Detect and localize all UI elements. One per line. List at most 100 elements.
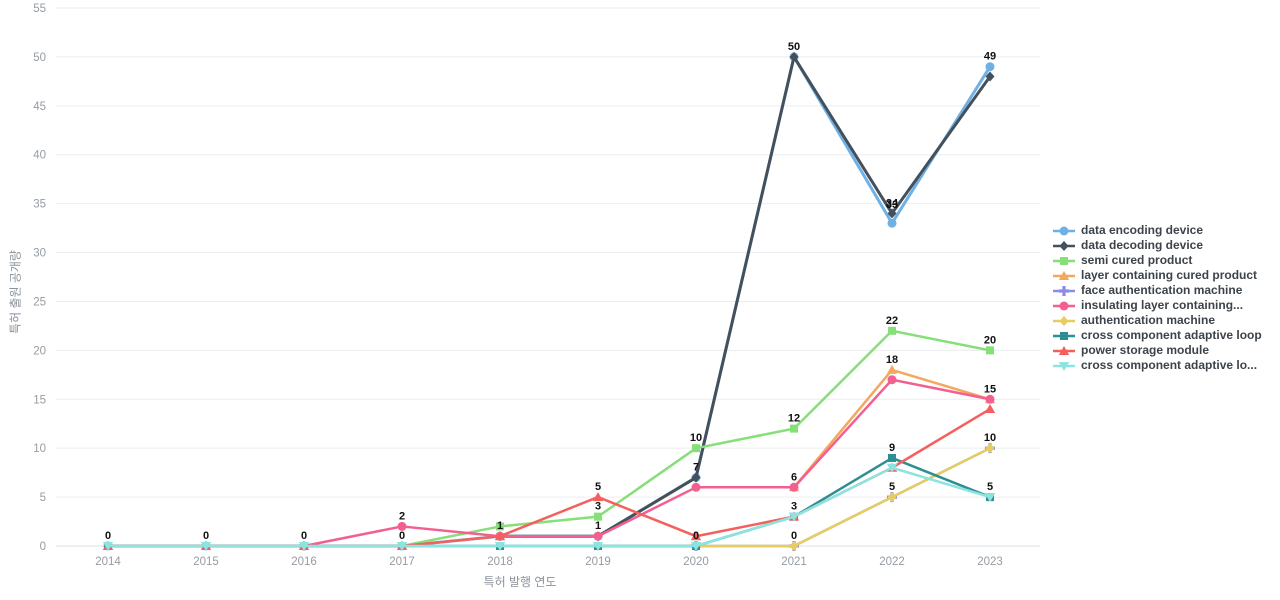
data-point-marker-circle[interactable]: [887, 375, 897, 385]
data-point-marker-triangle-down[interactable]: [690, 542, 702, 551]
data-point-marker-triangle-down[interactable]: [984, 493, 996, 503]
data-point-marker-circle[interactable]: [691, 482, 701, 492]
x-tick-label: 2019: [585, 556, 611, 568]
data-point-marker-square[interactable]: [1060, 256, 1068, 265]
y-tick-label: 5: [40, 492, 46, 504]
value-label: 5: [889, 481, 895, 493]
x-tick-label: 2018: [487, 556, 513, 568]
legend-item-0[interactable]: data encoding device: [1052, 223, 1262, 238]
legend-marker-circle-icon: [1053, 226, 1075, 235]
series-line[interactable]: [302, 378, 992, 548]
data-point-marker-circle[interactable]: [985, 394, 995, 404]
series-line[interactable]: [106, 456, 992, 548]
y-tick-label: 10: [33, 443, 46, 455]
value-label: 1: [497, 520, 503, 532]
data-point-marker-triangle-down[interactable]: [102, 542, 114, 551]
value-label: 5: [987, 481, 993, 493]
data-point-marker-square[interactable]: [888, 453, 896, 462]
data-point-marker-triangle-down[interactable]: [298, 542, 310, 551]
data-point-marker-diamond[interactable]: [1059, 240, 1069, 251]
data-point-marker-square[interactable]: [986, 346, 994, 355]
data-point-marker-cross[interactable]: [1059, 285, 1069, 296]
legend-item-9[interactable]: cross component adaptive lo...: [1052, 358, 1262, 373]
data-point-marker-triangle-up[interactable]: [886, 364, 898, 374]
data-point-marker-square[interactable]: [1060, 331, 1068, 340]
legend-marker-circle-icon: [1053, 301, 1075, 310]
data-point-marker-triangle-down[interactable]: [886, 463, 898, 473]
value-label: 0: [693, 530, 699, 542]
data-point-marker-diamond[interactable]: [691, 472, 701, 483]
data-point-marker-diamond[interactable]: [789, 51, 799, 62]
legend-item-1[interactable]: data decoding device: [1052, 238, 1262, 253]
data-point-marker-triangle-down[interactable]: [1058, 361, 1070, 371]
data-point-marker-circle[interactable]: [593, 531, 603, 541]
data-point-marker-diamond[interactable]: [985, 71, 995, 82]
data-point-marker-circle[interactable]: [985, 62, 995, 72]
legend-label: face authentication machine: [1081, 283, 1243, 297]
data-point-marker-square[interactable]: [594, 512, 602, 521]
y-tick-label: 35: [33, 199, 46, 211]
legend-marker-triangle-up-icon: [1053, 345, 1075, 355]
data-point-marker-triangle-up[interactable]: [1058, 345, 1070, 355]
data-point-marker-triangle-down[interactable]: [494, 542, 506, 551]
value-label: 0: [399, 530, 405, 542]
data-point-marker-square[interactable]: [692, 444, 700, 453]
legend-label: cross component adaptive lo...: [1081, 358, 1258, 372]
legend-marker-cross-icon: [1053, 285, 1075, 296]
x-tick-label: 2015: [193, 556, 219, 568]
data-point-marker-circle[interactable]: [789, 482, 799, 492]
data-point-marker-triangle-down[interactable]: [788, 512, 800, 522]
value-label: 33: [886, 199, 898, 211]
data-point-marker-triangle-up[interactable]: [592, 492, 604, 502]
data-point-marker-diamond[interactable]: [887, 208, 897, 219]
y-tick-label: 55: [33, 3, 46, 15]
value-label: 0: [301, 530, 307, 542]
series-line[interactable]: [498, 55, 992, 538]
data-point-marker-diamond[interactable]: [985, 443, 995, 454]
legend-marker-square-icon: [1053, 331, 1075, 340]
legend-label: semi cured product: [1081, 253, 1193, 267]
value-label: 12: [788, 413, 800, 425]
legend-item-8[interactable]: power storage module: [1052, 343, 1262, 358]
legend-item-3[interactable]: layer containing cured product: [1052, 268, 1262, 283]
legend-item-6[interactable]: authentication machine: [1052, 313, 1262, 328]
legend-item-5[interactable]: insulating layer containing...: [1052, 298, 1262, 313]
y-axis-title: 특허 출원 공개량: [8, 250, 23, 334]
value-label: 22: [886, 315, 898, 327]
data-point-marker-circle[interactable]: [1059, 301, 1069, 310]
value-label: 7: [693, 462, 699, 474]
data-point-marker-triangle-up[interactable]: [984, 404, 996, 414]
value-label: 5: [595, 481, 601, 493]
data-point-marker-square[interactable]: [790, 424, 798, 433]
y-tick-label: 25: [33, 296, 46, 308]
y-tick-label: 30: [33, 248, 46, 260]
legend-item-2[interactable]: semi cured product: [1052, 253, 1262, 268]
x-axis-title: 특허 발행 연도: [483, 575, 557, 589]
y-tick-label: 0: [40, 541, 46, 553]
data-point-marker-triangle-up[interactable]: [1058, 270, 1070, 280]
value-label: 10: [984, 432, 996, 444]
data-point-marker-circle[interactable]: [887, 218, 897, 228]
data-point-marker-circle[interactable]: [397, 521, 407, 531]
legend-item-4[interactable]: face authentication machine: [1052, 283, 1262, 298]
value-label: 1: [595, 520, 601, 532]
data-point-marker-square[interactable]: [888, 326, 896, 335]
data-point-marker-diamond[interactable]: [789, 541, 799, 551]
data-point-marker-diamond[interactable]: [1059, 315, 1069, 326]
data-point-marker-circle[interactable]: [1059, 226, 1069, 235]
data-point-marker-square[interactable]: [496, 522, 504, 531]
data-point-marker-triangle-up[interactable]: [690, 531, 702, 541]
data-point-marker-triangle-up[interactable]: [494, 531, 506, 541]
data-point-marker-triangle-down[interactable]: [592, 542, 604, 551]
data-point-marker-triangle-down[interactable]: [396, 542, 408, 551]
x-tick-label: 2016: [291, 556, 317, 568]
x-tick-label: 2020: [683, 556, 709, 568]
data-point-marker-diamond[interactable]: [887, 492, 897, 503]
data-point-marker-triangle-down[interactable]: [200, 542, 212, 551]
legend-item-7[interactable]: cross component adaptive loop: [1052, 328, 1262, 343]
legend-marker-square-icon: [1053, 256, 1075, 265]
value-label: 3: [791, 501, 797, 513]
y-tick-label: 15: [33, 394, 46, 406]
series-line[interactable]: [106, 466, 992, 548]
